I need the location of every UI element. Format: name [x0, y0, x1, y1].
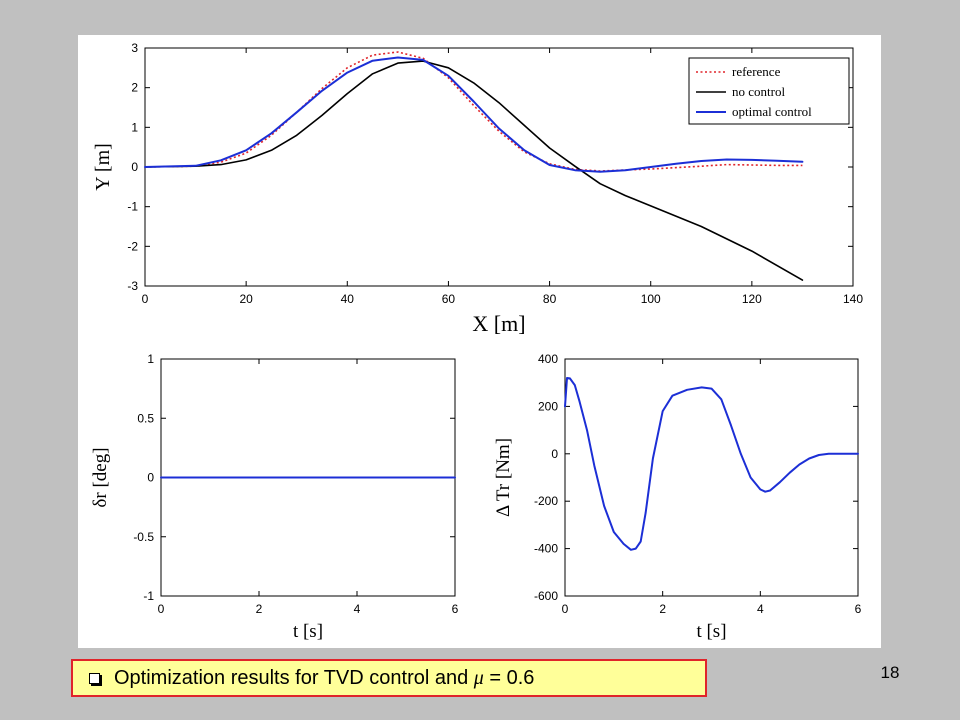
steering-chart: 0 2 4 6 -1 -0.5 0 0.5 1 t [s] δr [deg]: [90, 352, 459, 642]
steering-ylabel: δr [deg]: [90, 447, 111, 507]
torque-ytick-label: -400: [534, 542, 558, 556]
trajectory-ytick-label: 2: [131, 81, 138, 95]
torque-xtick-label: 0: [562, 602, 569, 616]
trajectory-ylabel: Y [m]: [92, 143, 114, 191]
legend-entry: reference: [732, 64, 781, 79]
trajectory-xtick-label: 100: [641, 292, 661, 306]
trajectory-series-no-control: [144, 60, 804, 281]
checkbox-bullet-icon: [89, 672, 100, 684]
trajectory-xtick-label: 120: [742, 292, 762, 306]
trajectory-xlabel: X [m]: [472, 311, 525, 336]
trajectory-ytick-label: 1: [131, 120, 138, 134]
torque-series-line: [564, 377, 859, 551]
torque-ytick-label: -600: [534, 589, 558, 603]
caption-text-before: Optimization results for TVD control and: [114, 666, 474, 689]
trajectory-ytick-label: 3: [131, 41, 138, 55]
trajectory-xtick-label: 80: [543, 292, 557, 306]
steering-ytick-label: 0.5: [137, 411, 154, 425]
trajectory-xtick-label: 140: [843, 292, 863, 306]
trajectory-xtick-label: 0: [142, 292, 149, 306]
page-number: 18: [880, 663, 900, 682]
steering-xtick-label: 2: [256, 602, 263, 616]
torque-axes-frame: [564, 358, 859, 597]
steering-xtick-label: 0: [158, 602, 165, 616]
torque-ylabel: Δ Tr [Nm]: [493, 438, 514, 517]
steering-ytick-label: 1: [147, 352, 154, 366]
trajectory-ytick-label: -1: [127, 200, 138, 214]
trajectory-ytick-label: -3: [127, 279, 138, 293]
torque-ytick-label: -200: [534, 494, 558, 508]
steering-ytick-label: 0: [147, 471, 154, 485]
trajectory-xtick-label: 60: [442, 292, 456, 306]
torque-ytick-label: 0: [551, 447, 558, 461]
torque-ytick-label: 200: [538, 399, 558, 413]
steering-xlabel: t [s]: [293, 621, 323, 642]
trajectory-xtick-label: 20: [239, 292, 253, 306]
trajectory-series-reference: [144, 51, 803, 172]
steering-xtick-label: 6: [452, 602, 459, 616]
steering-xtick-label: 4: [354, 602, 361, 616]
caption-text-after: = 0.6: [483, 666, 535, 689]
trajectory-chart: 0 20 40 60 80 100 120 140 -3 -2 -1 0 1 2 3 X [m] Y [m] re…: [92, 41, 863, 336]
trajectory-ytick-label: -2: [127, 239, 138, 253]
figure-panel: 0 20 40 60 80 100 120 140 -3 -2 -1 0 1 2 3 X [m] Y [m] re…: [78, 35, 881, 648]
caption-mu-symbol: μ: [473, 666, 484, 689]
steering-ytick-label: -1: [143, 589, 154, 603]
trajectory-legend: reference no control optimal control: [688, 57, 850, 125]
torque-xlabel: t [s]: [696, 621, 726, 642]
torque-xtick-label: 2: [659, 602, 666, 616]
caption-text: Optimization results for TVD control and…: [114, 667, 534, 690]
torque-ytick-label: 400: [538, 352, 558, 366]
trajectory-xtick-label: 40: [341, 292, 355, 306]
torque-xtick-label: 6: [855, 602, 862, 616]
trajectory-series-optimal-control: [144, 56, 804, 173]
legend-entry: optimal control: [732, 104, 812, 119]
steering-ytick-label: -0.5: [133, 530, 154, 544]
torque-chart: 0 2 4 6 -600 -400 -200 0 200 400 t [s] Δ Tr [Nm]: [493, 352, 862, 642]
caption-box: Optimization results for TVD control and…: [71, 659, 707, 697]
torque-xtick-label: 4: [757, 602, 764, 616]
legend-entry: no control: [732, 84, 785, 99]
trajectory-ytick-label: 0: [131, 160, 138, 174]
